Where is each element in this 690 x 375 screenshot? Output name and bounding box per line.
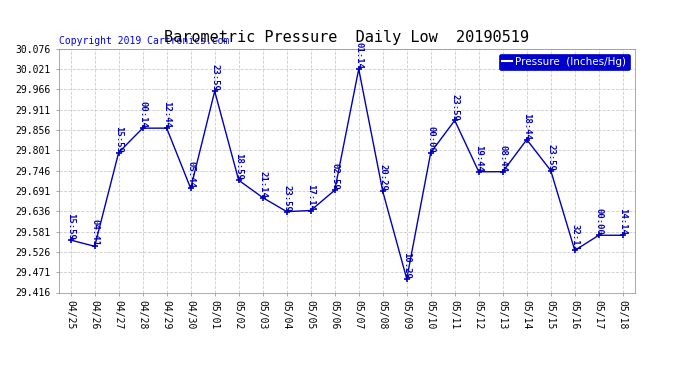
Text: 23:59: 23:59 xyxy=(282,185,291,211)
Text: 12:44: 12:44 xyxy=(162,101,171,128)
Text: 32:11: 32:11 xyxy=(570,224,580,251)
Text: 20:29: 20:29 xyxy=(378,164,387,191)
Text: 02:59: 02:59 xyxy=(331,164,339,190)
Text: 01:14: 01:14 xyxy=(354,42,363,69)
Title: Barometric Pressure  Daily Low  20190519: Barometric Pressure Daily Low 20190519 xyxy=(164,30,529,45)
Text: 17:14: 17:14 xyxy=(306,184,315,210)
Text: 00:00: 00:00 xyxy=(594,209,603,235)
Text: 04:41: 04:41 xyxy=(90,219,99,246)
Text: 05:44: 05:44 xyxy=(186,162,195,188)
Text: 18:44: 18:44 xyxy=(522,113,531,140)
Text: 18:59: 18:59 xyxy=(234,153,243,180)
Text: 23:59: 23:59 xyxy=(451,93,460,120)
Text: 14:14: 14:14 xyxy=(618,209,627,235)
Text: 19:44: 19:44 xyxy=(474,145,483,172)
Text: 00:00: 00:00 xyxy=(426,126,435,153)
Text: 00:14: 00:14 xyxy=(138,101,147,128)
Text: Copyright 2019 Cartronics.com: Copyright 2019 Cartronics.com xyxy=(59,36,229,46)
Text: 23:59: 23:59 xyxy=(546,144,555,171)
Text: 15:59: 15:59 xyxy=(66,213,75,240)
Text: 15:59: 15:59 xyxy=(114,126,124,153)
Legend: Pressure  (Inches/Hg): Pressure (Inches/Hg) xyxy=(499,54,629,70)
Text: 08:44: 08:44 xyxy=(498,145,507,172)
Text: 23:59: 23:59 xyxy=(210,64,219,91)
Text: 10:29: 10:29 xyxy=(402,252,411,279)
Text: 21:14: 21:14 xyxy=(258,171,267,198)
